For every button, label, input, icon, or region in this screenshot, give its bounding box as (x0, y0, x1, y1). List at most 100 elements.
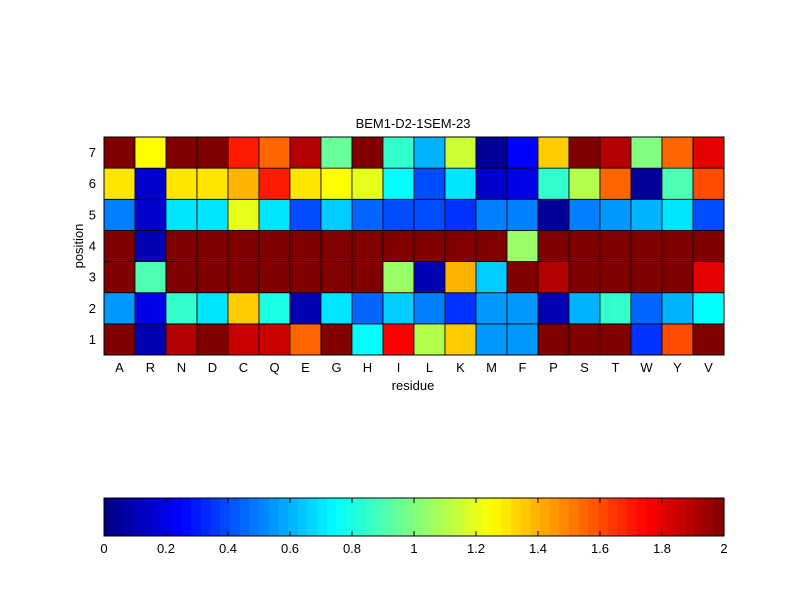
heatmap-cell (537, 323, 570, 356)
heatmap-cell (692, 261, 725, 294)
colorbar-tick-label: 1.6 (591, 541, 609, 556)
heatmap-cell (537, 292, 570, 325)
colorbar-segment (104, 498, 115, 536)
colorbar-segment (704, 498, 715, 536)
heatmap-cell (134, 230, 167, 262)
heatmap-cell (444, 323, 477, 356)
colorbar-segment (714, 498, 725, 536)
heatmap-cell (568, 198, 601, 231)
colorbar-segment (578, 498, 589, 536)
colorbar-segment (539, 498, 551, 536)
colorbar-segment (588, 498, 599, 536)
colorbar-segment (317, 498, 328, 536)
heatmap-cell (630, 230, 663, 262)
heatmap-cell (599, 323, 632, 356)
colorbar-segment (123, 498, 134, 536)
heatmap-cells (103, 136, 725, 356)
colorbar-tick-label: 2 (720, 541, 727, 556)
colorbar-segment (569, 498, 580, 536)
heatmap-cell (320, 167, 353, 200)
colorbar-segment (355, 498, 367, 536)
heatmap-cell (351, 198, 384, 231)
colorbar-segment (627, 498, 638, 536)
colorbar-segment (142, 498, 154, 536)
heatmap-cell (165, 136, 198, 169)
heatmap-cell (103, 230, 136, 262)
heatmap-cell (165, 323, 198, 356)
heatmap-cell (599, 261, 632, 294)
x-tick-label: N (177, 360, 186, 375)
heatmap-cell (413, 323, 446, 356)
heatmap-cell (692, 323, 725, 356)
heatmap-cell (165, 198, 198, 231)
heatmap-cell (599, 230, 632, 262)
colorbar (104, 498, 725, 536)
colorbar-segment (530, 498, 541, 536)
heatmap-cell (382, 292, 415, 325)
heatmap-cell (599, 198, 632, 231)
colorbar-segment (394, 498, 405, 536)
heatmap-cell (103, 261, 136, 294)
heatmap-cell (258, 292, 291, 325)
heatmap-cell (444, 230, 477, 262)
heatmap-cell (103, 323, 136, 356)
heatmap-cell (537, 230, 570, 262)
heatmap-cell (661, 230, 694, 262)
colorbar-segment (665, 498, 677, 536)
colorbar-tick-label: 1.8 (653, 541, 671, 556)
heatmap-cell (475, 261, 508, 294)
heatmap-cell (475, 136, 508, 169)
heatmap-cell (227, 167, 260, 200)
colorbar-tick-label: 1.4 (529, 541, 547, 556)
y-tick-label: 6 (89, 176, 96, 191)
heatmap-cell (196, 136, 229, 169)
heatmap-cell (599, 136, 632, 169)
heatmap-cell (568, 261, 601, 294)
colorbar-segment (404, 498, 415, 536)
colorbar-segment (268, 498, 279, 536)
heatmap-cell (258, 230, 291, 262)
colorbar-segment (472, 498, 483, 536)
heatmap-cell (351, 261, 384, 294)
colorbar-segment (694, 498, 706, 536)
colorbar-segment (365, 498, 376, 536)
colorbar-ticks: 0 0.2 0.4 0.6 0.8 1 1.2 1.4 1.6 1.8 2 (100, 498, 728, 556)
heatmap-cell (692, 167, 725, 200)
heatmap-cell (382, 230, 415, 262)
heatmap-cell (165, 261, 198, 294)
heatmap-cell (661, 292, 694, 325)
heatmap-cell (413, 261, 446, 294)
x-axis-label: residue (392, 378, 435, 393)
heatmap-cell (134, 261, 167, 294)
colorbar-segment (181, 498, 192, 536)
colorbar-segment (191, 498, 202, 536)
heatmap-cell (506, 261, 539, 294)
colorbar-segment (462, 498, 473, 536)
heatmap-cell (382, 261, 415, 294)
colorbar-segment (384, 498, 396, 536)
heatmap-cell (320, 230, 353, 262)
colorbar-segment (326, 498, 338, 536)
heatmap-cell (692, 292, 725, 325)
heatmap-cell (568, 292, 601, 325)
plot-area-frame (103, 136, 725, 356)
heatmap-cell (103, 292, 136, 325)
colorbar-segment (210, 498, 221, 536)
colorbar-segment (239, 498, 250, 536)
heatmap-cell (103, 198, 136, 231)
heatmap-cell (165, 167, 198, 200)
x-tick-label: K (456, 360, 465, 375)
heatmap-cell (196, 167, 229, 200)
colorbar-segment (288, 498, 299, 536)
heatmap-cell (444, 136, 477, 169)
x-tick-label: R (146, 360, 155, 375)
colorbar-segment (646, 498, 657, 536)
heatmap-cell (630, 261, 663, 294)
heatmap-cell (444, 198, 477, 231)
colorbar-tick-label: 0.6 (281, 541, 299, 556)
heatmap-cell (568, 323, 601, 356)
x-tick-label: S (580, 360, 589, 375)
heatmap-cell (289, 292, 322, 325)
colorbar-segment (617, 498, 628, 536)
